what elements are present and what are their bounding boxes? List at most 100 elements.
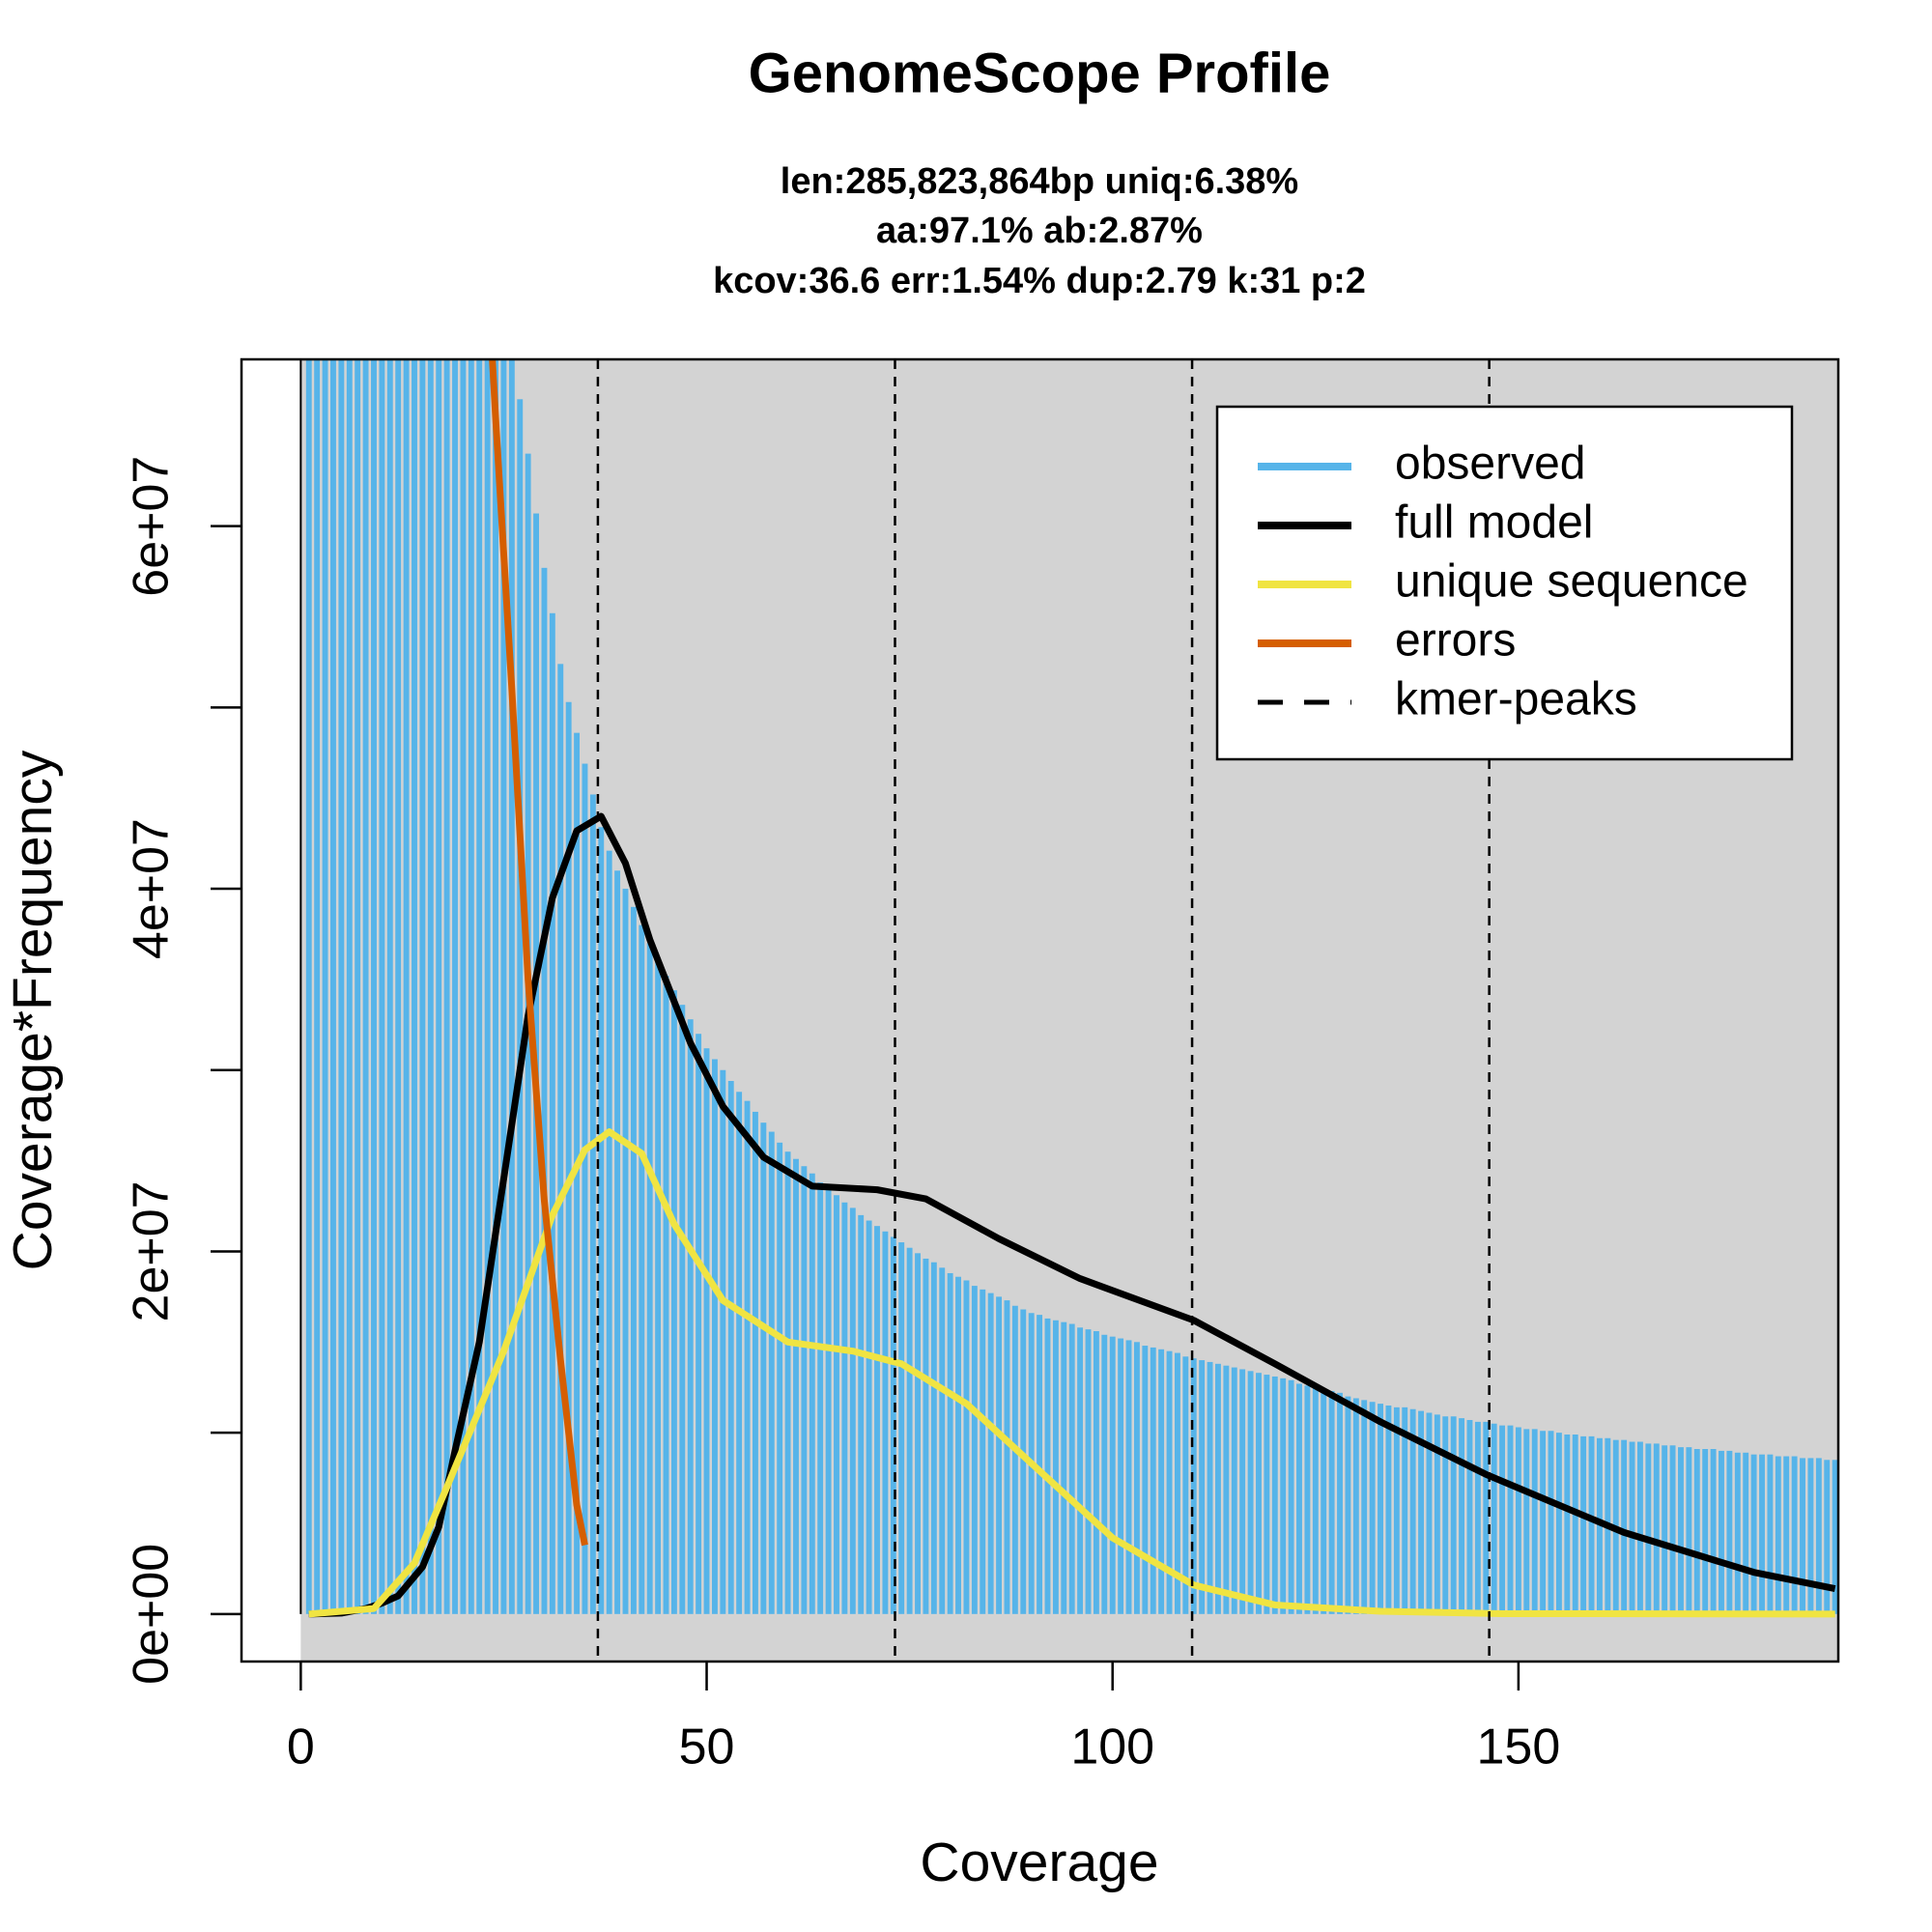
bar <box>687 1019 694 1614</box>
bar <box>371 359 377 1614</box>
bar <box>971 1286 978 1614</box>
bar <box>1572 1435 1578 1614</box>
bar <box>443 359 450 1614</box>
bar <box>1815 1458 1822 1614</box>
subtitle: len:285,823,864bp uniq:6.38% <box>781 161 1298 202</box>
bar <box>736 1092 743 1614</box>
bar <box>1418 1410 1424 1614</box>
bar <box>1378 1404 1383 1614</box>
bar <box>1767 1454 1774 1614</box>
bar <box>565 701 572 1614</box>
bar <box>322 359 328 1614</box>
bar <box>1491 1423 1497 1614</box>
y-tick-label: 6e+07 <box>124 456 180 597</box>
bar <box>1637 1441 1643 1614</box>
bar <box>614 870 621 1614</box>
bar <box>777 1142 783 1614</box>
x-tick-label: 50 <box>679 1719 735 1776</box>
bar <box>727 1081 734 1614</box>
bar <box>1824 1460 1831 1614</box>
bar <box>849 1208 856 1614</box>
legend-label: full model <box>1395 497 1593 549</box>
bar <box>1653 1443 1660 1614</box>
x-tick-label: 150 <box>1477 1719 1561 1776</box>
bar <box>1231 1367 1237 1614</box>
bar <box>305 359 312 1614</box>
bar <box>395 359 402 1614</box>
bar <box>1832 1460 1838 1614</box>
bar <box>1629 1441 1635 1614</box>
bar <box>1393 1406 1400 1614</box>
bar <box>898 1242 905 1614</box>
bar <box>1352 1398 1359 1614</box>
bar <box>1783 1456 1790 1614</box>
y-tick-label: 2e+07 <box>124 1180 180 1321</box>
legend-label: unique sequence <box>1395 556 1748 608</box>
bar <box>484 359 491 1614</box>
bar <box>655 959 662 1614</box>
bar <box>517 399 524 1614</box>
bar <box>549 612 555 1614</box>
bar <box>1791 1456 1798 1614</box>
bar <box>1207 1361 1213 1614</box>
bar <box>939 1267 946 1614</box>
bar <box>1596 1437 1603 1614</box>
bar <box>1385 1405 1392 1614</box>
bar <box>1158 1349 1165 1614</box>
bar <box>1515 1427 1521 1614</box>
bar <box>1061 1321 1067 1614</box>
bar <box>346 359 353 1614</box>
bar <box>403 359 410 1614</box>
bar <box>1328 1390 1335 1614</box>
bar <box>1345 1396 1351 1614</box>
bar <box>1101 1334 1108 1614</box>
bar <box>711 1059 718 1614</box>
bar <box>1321 1389 1327 1614</box>
bar <box>1020 1309 1027 1614</box>
bar <box>1621 1439 1628 1614</box>
bar <box>362 359 369 1614</box>
bar <box>696 1034 702 1614</box>
bar <box>923 1258 929 1614</box>
bar <box>1199 1360 1206 1614</box>
bar <box>858 1214 865 1614</box>
bar <box>1523 1429 1530 1614</box>
bar <box>1710 1449 1717 1614</box>
bar <box>460 359 467 1614</box>
bar <box>906 1247 913 1614</box>
bar <box>1800 1458 1805 1614</box>
bar <box>1256 1373 1262 1614</box>
bar <box>947 1272 953 1614</box>
bar <box>1531 1429 1538 1614</box>
bar <box>768 1131 775 1614</box>
bar <box>670 990 677 1614</box>
bar <box>1271 1376 1278 1614</box>
bar <box>744 1100 751 1614</box>
bar <box>890 1236 896 1614</box>
bar <box>1693 1449 1700 1614</box>
bar <box>606 850 612 1614</box>
bar <box>1450 1416 1457 1614</box>
bar <box>679 1005 686 1614</box>
bar <box>1507 1425 1514 1614</box>
bar <box>1361 1400 1368 1614</box>
bar <box>1223 1365 1230 1614</box>
model-line <box>308 1128 1835 1618</box>
bar <box>1807 1458 1814 1614</box>
bar <box>1548 1431 1554 1614</box>
bar <box>1402 1406 1408 1614</box>
bar <box>801 1166 808 1614</box>
bar <box>1125 1340 1132 1614</box>
bar <box>987 1293 994 1614</box>
bar <box>753 1111 758 1614</box>
bar <box>508 359 515 1614</box>
bar <box>427 359 434 1614</box>
bar <box>1337 1392 1343 1614</box>
bar <box>1466 1419 1473 1614</box>
plot-frame <box>240 357 1840 1663</box>
bar <box>436 359 442 1614</box>
bar <box>1702 1449 1709 1614</box>
bar <box>980 1289 986 1614</box>
legend-label: observed <box>1395 439 1585 490</box>
bar <box>793 1158 799 1614</box>
